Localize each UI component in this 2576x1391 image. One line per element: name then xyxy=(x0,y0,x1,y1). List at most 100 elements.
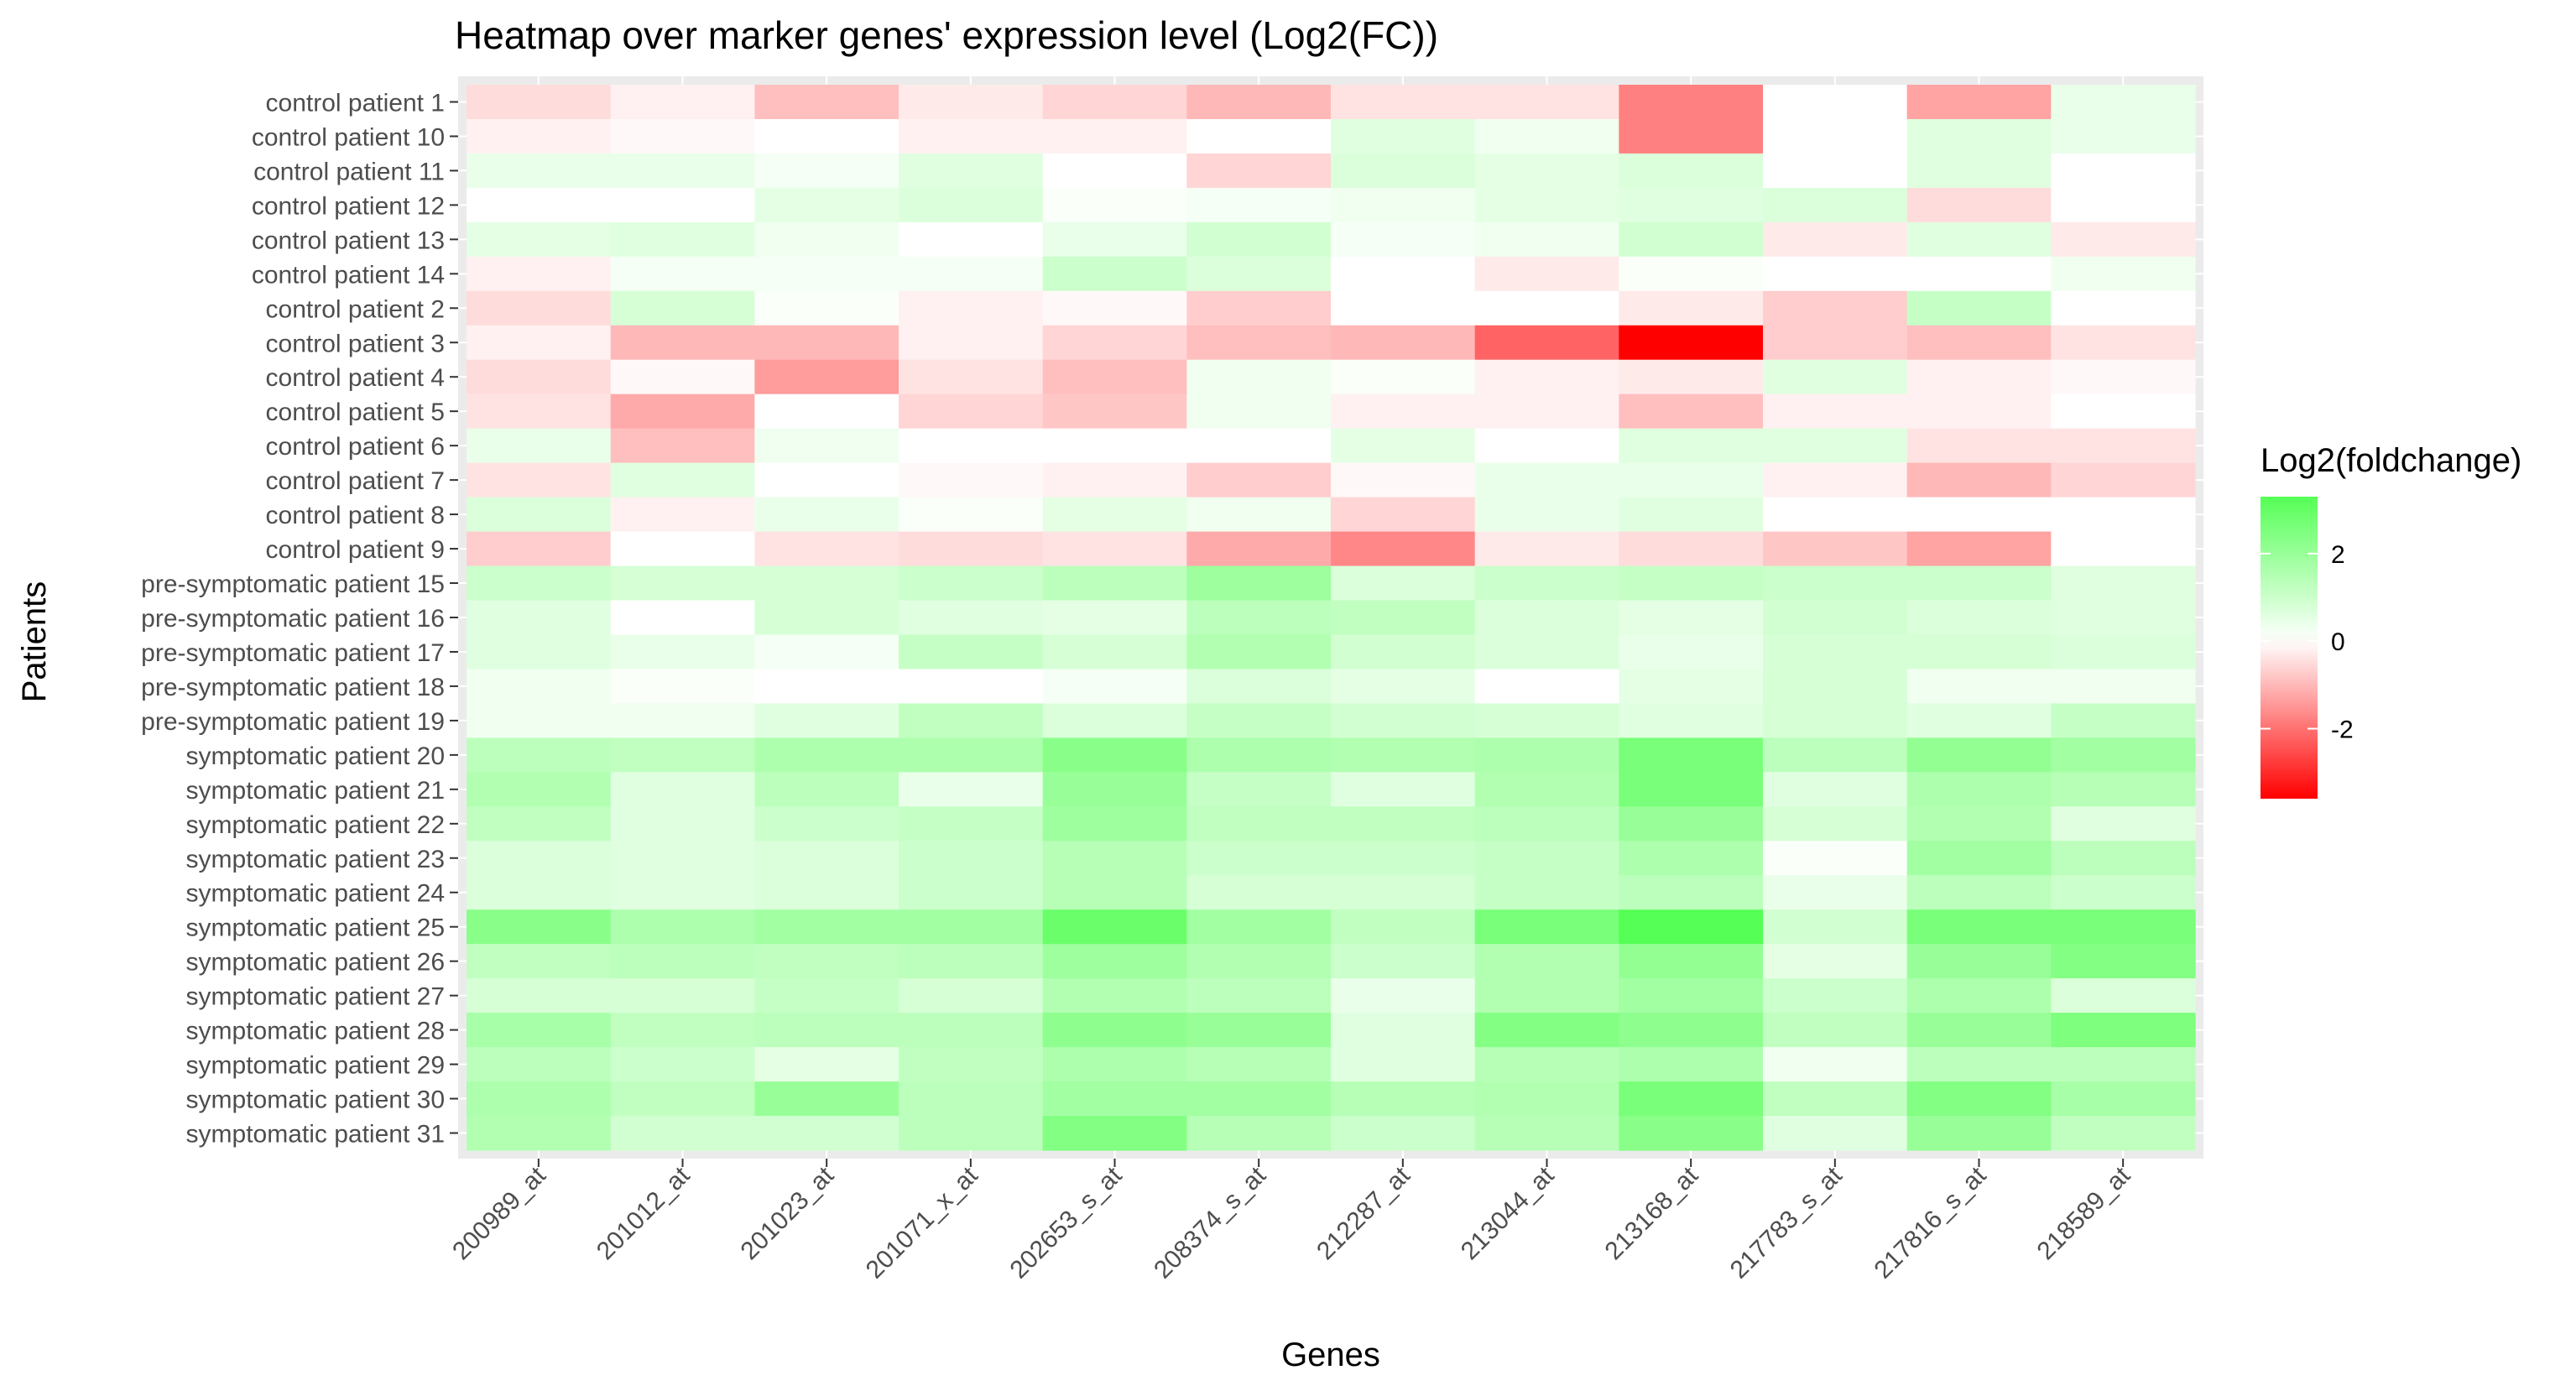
heatmap-cell xyxy=(1619,634,1764,670)
heatmap-cell xyxy=(1763,118,1908,154)
heatmap-cell xyxy=(1619,669,1764,705)
heatmap-cell xyxy=(1906,221,2052,258)
heatmap-cell xyxy=(1619,118,1764,154)
heatmap-cell xyxy=(1042,875,1187,910)
heatmap-cell xyxy=(1474,703,1619,738)
heatmap-cell xyxy=(1042,187,1187,223)
heatmap-cell xyxy=(2051,1116,2196,1151)
y-tick-label: control patient 9 xyxy=(266,536,445,564)
heatmap-cell xyxy=(467,153,612,189)
heatmap-cell xyxy=(1186,85,1332,120)
heatmap-cell xyxy=(1906,669,2052,705)
heatmap-cell xyxy=(1619,565,1764,602)
heatmap-cell xyxy=(610,531,755,567)
heatmap-cell xyxy=(1186,1116,1332,1151)
heatmap-cell xyxy=(1474,1081,1619,1117)
heatmap-cell xyxy=(1042,909,1187,945)
heatmap-cell xyxy=(467,118,612,154)
heatmap-cell xyxy=(2051,85,2196,120)
heatmap-cell xyxy=(1906,1013,2052,1048)
heatmap-cell xyxy=(1906,875,2052,910)
x-tick-label: 212287_at xyxy=(1311,1161,1416,1265)
heatmap-cell xyxy=(1186,600,1332,636)
heatmap-cell xyxy=(1186,1081,1332,1117)
heatmap-cell xyxy=(754,909,900,945)
heatmap-cell xyxy=(1474,221,1619,258)
heatmap-cell xyxy=(1042,978,1187,1013)
heatmap-cell xyxy=(610,841,755,876)
heatmap-cell xyxy=(1474,325,1619,361)
heatmap-cell xyxy=(1763,85,1908,120)
heatmap-cell xyxy=(1619,703,1764,738)
heatmap-cell xyxy=(1331,221,1476,258)
heatmap-cell xyxy=(754,806,900,841)
heatmap-cell xyxy=(1763,359,1908,395)
heatmap-cell xyxy=(2051,944,2196,979)
heatmap-cell xyxy=(2051,325,2196,361)
heatmap-cell xyxy=(1906,806,2052,841)
heatmap-cell xyxy=(2051,1047,2196,1082)
heatmap-cell xyxy=(1619,1081,1764,1117)
x-axis: 200989_at 201012_at 201023_at 201071_x_at 20… xyxy=(447,1159,2136,1284)
heatmap-cell xyxy=(467,85,612,120)
heatmap-cell xyxy=(467,703,612,738)
heatmap-cell xyxy=(754,256,900,292)
heatmap-cell xyxy=(1906,909,2052,945)
heatmap-cell xyxy=(467,428,612,464)
heatmap-cell xyxy=(1186,875,1332,910)
heatmap-cell xyxy=(1331,118,1476,154)
heatmap-cell xyxy=(1042,359,1187,395)
heatmap-cell xyxy=(754,703,900,738)
heatmap-cell xyxy=(1186,118,1332,154)
heatmap-cell xyxy=(899,497,1044,533)
heatmap-cell xyxy=(754,497,900,533)
heatmap-cell xyxy=(467,1047,612,1082)
heatmap-cell xyxy=(1619,806,1764,841)
heatmap-cell xyxy=(899,1047,1044,1082)
heatmap-cell xyxy=(467,600,612,636)
y-tick-label: symptomatic patient 30 xyxy=(186,1086,445,1114)
heatmap-cell xyxy=(754,944,900,979)
heatmap-cell xyxy=(1042,772,1187,807)
heatmap-cell xyxy=(610,772,755,807)
heatmap-cell xyxy=(610,497,755,533)
heatmap-cell xyxy=(467,978,612,1013)
y-tick-label: control patient 7 xyxy=(266,467,445,495)
heatmap-cell xyxy=(1619,85,1764,120)
heatmap-cell xyxy=(1763,1081,1908,1117)
y-tick-label: control patient 14 xyxy=(252,261,445,289)
heatmap-cell xyxy=(1763,256,1908,292)
heatmap-cell xyxy=(1474,806,1619,841)
heatmap-cell xyxy=(1906,359,2052,395)
heatmap-cell xyxy=(899,359,1044,395)
heatmap-cell xyxy=(1619,221,1764,258)
heatmap-cell xyxy=(2051,703,2196,738)
heatmap-cell xyxy=(754,772,900,807)
heatmap-cell xyxy=(467,565,612,602)
heatmap-cell xyxy=(1906,497,2052,533)
x-tick-label: 217816_s_at xyxy=(1869,1161,1991,1284)
heatmap-cell xyxy=(1186,531,1332,567)
heatmap-cell xyxy=(1186,978,1332,1013)
heatmap-cell xyxy=(1331,187,1476,223)
heatmap-cell xyxy=(1331,393,1476,430)
heatmap-cell xyxy=(610,875,755,910)
heatmap-cell xyxy=(899,221,1044,258)
heatmap-cell xyxy=(1763,428,1908,464)
heatmap-cell xyxy=(1619,772,1764,807)
heatmap-cell xyxy=(467,806,612,841)
heatmap-cell xyxy=(754,325,900,361)
heatmap-cell xyxy=(899,565,1044,602)
heatmap-cell xyxy=(1906,634,2052,670)
heatmap-cell xyxy=(1042,737,1187,773)
heatmap-cell xyxy=(610,462,755,498)
heatmap-cell xyxy=(899,841,1044,876)
y-tick-label: control patient 5 xyxy=(266,399,445,426)
heatmap-cell xyxy=(1186,806,1332,841)
heatmap-cell xyxy=(754,565,900,602)
heatmap-cell xyxy=(1619,393,1764,430)
heatmap-cell xyxy=(1619,153,1764,189)
x-tick-label: 208374_s_at xyxy=(1149,1161,1271,1284)
heatmap-cell xyxy=(1763,221,1908,258)
